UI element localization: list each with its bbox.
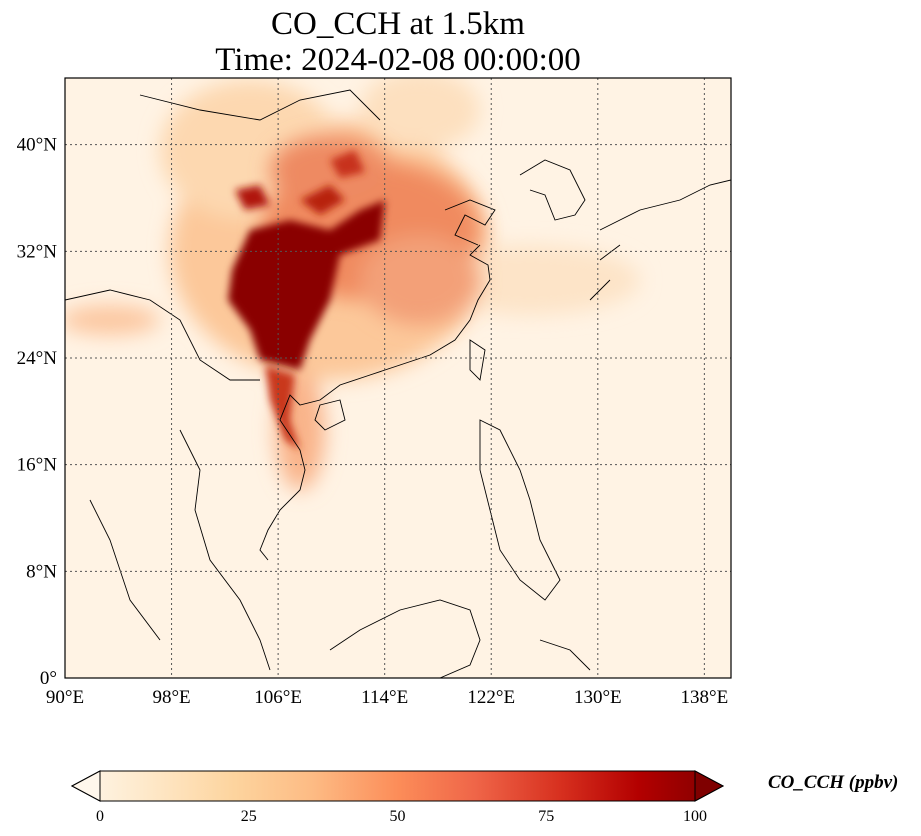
latitude-ticks: 0° 8°N 16°N 24°N 32°N 40°N [17,135,58,689]
china-vietnam-coast [259,244,491,561]
colorbar: 0 25 50 75 100 CO_CCH (ppbv) [70,770,898,825]
lon-tick-label: 138°E [681,687,729,708]
lat-tick-label: 16°N [17,455,58,476]
lat-tick-label: 32°N [17,241,58,262]
colorbar-tick-label: 100 [683,808,707,825]
lat-tick-label: 40°N [17,135,58,156]
lon-tick-label: 106°E [254,687,302,708]
colorbar-label: CO_CCH (ppbv) [768,772,898,793]
map-title: CO_CCH at 1.5km [271,6,525,42]
lon-tick-label: 130°E [574,687,622,708]
colorbar-tick-label: 25 [241,808,257,825]
colorbar-body [70,770,725,802]
south-asia-border [65,289,260,381]
plume-high [228,150,385,450]
lon-tick-label: 90°E [46,687,84,708]
longitude-ticks: 90°E 98°E 106°E 114°E 122°E 130°E 138°E [46,687,728,708]
taiwan-coast [469,339,486,381]
colorbar-tick-label: 50 [390,808,406,825]
map-subtitle: Time: 2024-02-08 00:00:00 [215,42,581,78]
yellow-sea-coast [444,199,496,246]
mongolia-border [139,89,381,121]
lat-tick-label: 8°N [26,561,57,582]
lon-tick-label: 114°E [361,687,408,708]
colorbar-tick-label: 0 [96,808,104,825]
borneo-coast [329,599,591,678]
coastlines [65,89,731,678]
lat-tick-label: 0° [40,668,57,689]
concentration-field [65,78,731,678]
colorbar-tick-label: 75 [538,808,554,825]
indochina-coast [89,429,271,671]
gridlines [65,78,731,678]
colorbar-extend-low [70,770,101,802]
colorbar-extend-high [694,770,725,802]
lat-tick-label: 24°N [17,348,58,369]
philippines-coast [479,419,561,601]
lon-tick-label: 98°E [152,687,190,708]
colorbar-ticks: 0 25 50 75 100 [96,808,707,825]
map-frame [64,77,732,679]
lon-tick-label: 122°E [467,687,515,708]
japan-coast [589,179,731,301]
korea-coast [519,159,586,221]
hainan-coast [314,399,346,431]
